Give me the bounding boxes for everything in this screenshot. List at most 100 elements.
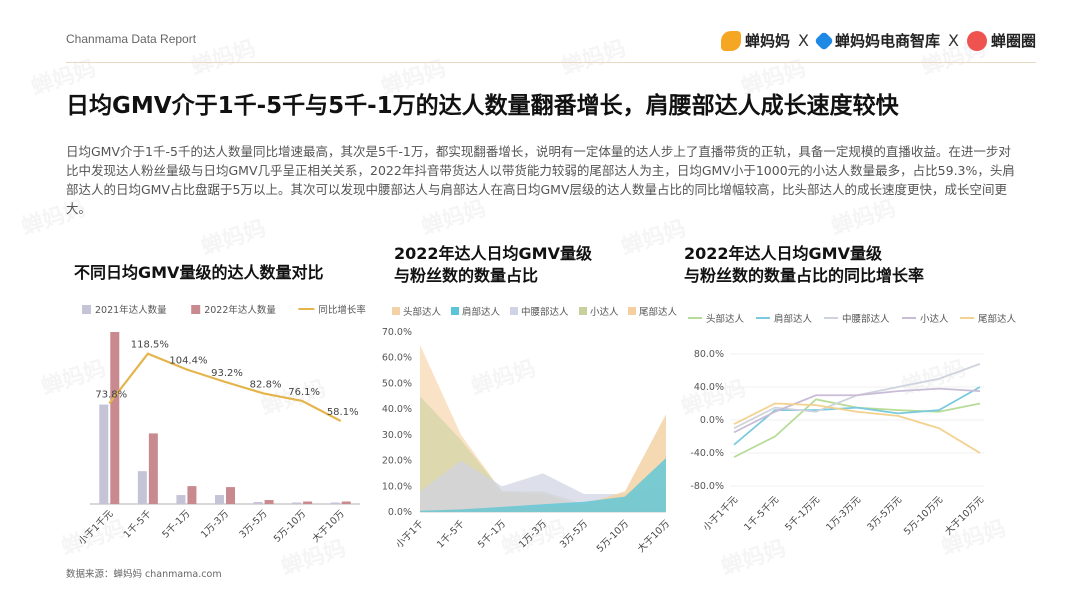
bar-2021 <box>292 502 302 504</box>
area-shoulder <box>420 458 666 512</box>
gmv-share-area-chart: 头部达人 肩部达人 中腰部达人 小达人 尾部达人 0.0% 10.0% 20.0% 30.0% 4… <box>382 306 678 555</box>
x-tick-label: 5万-10万元 <box>902 494 946 538</box>
y-tick-label: 40.0% <box>382 404 412 415</box>
x-tick-label: 3万-5万 <box>237 508 269 540</box>
bar-2021 <box>215 495 224 504</box>
legend-swatch <box>82 305 91 314</box>
legend-label: 头部达人 <box>706 313 745 325</box>
legend-swatch <box>628 307 636 315</box>
chart2-title-line1: 2022年达人日均GMV量级 <box>394 244 592 263</box>
watermark-text: 蝉妈妈 <box>557 31 630 82</box>
y-tick-label: 0.0% <box>700 415 724 426</box>
x-tick-label: 5千-1万 <box>160 508 192 540</box>
x-tick-label: 大于10万元 <box>942 493 986 537</box>
y-tick-label: 50.0% <box>382 378 412 389</box>
watermark-text: 蝉妈妈 <box>187 31 260 82</box>
chart3-title-line1: 2022年达人日均GMV量级 <box>684 244 882 263</box>
summary-paragraph: 日均GMV介于1千-5千的达人数量同比增速最高，其次是5千-1万，都实现翻番增长… <box>66 144 1015 216</box>
legend-swatch <box>451 307 459 315</box>
x-tick-label: 5万-10万 <box>272 508 308 544</box>
legend-swatch <box>392 307 400 315</box>
x-tick-label: 5千-1万元 <box>783 494 822 533</box>
chanmama-logo-icon <box>721 30 742 51</box>
x-tick-label: 1万-3万 <box>517 518 549 550</box>
growth-line <box>108 352 342 422</box>
growth-data-label: 82.8% <box>250 379 282 390</box>
bar-2021 <box>176 495 186 504</box>
chart2-title-line2: 与粉丝数的数量占比 <box>394 266 539 285</box>
think-tank-logo-icon <box>814 30 834 51</box>
growth-data-label: 58.1% <box>327 407 359 418</box>
y-tick-label: 20.0% <box>382 456 412 467</box>
legend-label: 肩部达人 <box>462 306 501 318</box>
line-tail <box>733 402 981 454</box>
growth-data-label: 118.5% <box>131 340 169 351</box>
report-name: Chanmama Data Report <box>66 32 197 46</box>
brand-separator: X <box>948 31 959 50</box>
x-tick-label: 大于10万 <box>310 508 347 545</box>
x-tick-label: 5千-1万 <box>476 518 508 550</box>
page-title: 日均GMV介于1千-5千与5千-1万的达人数量翻番增长，肩腰部达人成长速度较快 <box>66 93 899 119</box>
growth-data-label: 104.4% <box>169 355 207 366</box>
legend-label: 肩部达人 <box>774 313 813 325</box>
x-tick-label: 3万-5万 <box>558 518 590 550</box>
brand-think-tank: 蝉妈妈电商智库 <box>814 30 941 51</box>
line-shoulder <box>733 386 981 446</box>
x-tick-label: 1万-3万 <box>199 508 231 540</box>
x-tick-label: 小于1千元 <box>76 508 115 547</box>
brand-row: 蝉妈妈 X 蝉妈妈电商智库 X 蝉圈圈 <box>721 30 1036 51</box>
x-tick-label: 小于1千 <box>394 518 427 551</box>
brand-chanquanquan: 蝉圈圈 <box>966 30 1036 51</box>
brand-chanquanquan-label: 蝉圈圈 <box>990 32 1036 50</box>
y-tick-label: -80.0% <box>690 481 724 492</box>
legend-label: 尾部达人 <box>978 313 1017 325</box>
x-tick-label: 1万-3万元 <box>824 494 863 533</box>
x-tick-label: 5万-10万 <box>595 518 631 554</box>
y-tick-label: 40.0% <box>694 382 724 393</box>
y-tick-label: 80.0% <box>694 349 724 360</box>
x-tick-label: 1千-5千 <box>122 508 155 541</box>
bar-2022 <box>264 500 274 504</box>
growth-data-label: 76.1% <box>288 387 320 398</box>
legend-swatch <box>579 307 587 315</box>
legend-label: 尾部达人 <box>639 306 678 318</box>
growth-data-label: 93.2% <box>211 368 243 379</box>
chanquanquan-logo-icon <box>966 30 987 51</box>
bar-2021 <box>253 502 263 504</box>
bar-2022 <box>341 501 351 504</box>
y-tick-label: 10.0% <box>382 481 412 492</box>
bar-2022 <box>187 486 197 504</box>
growth-data-label: 73.8% <box>95 389 127 400</box>
legend-label: 小达人 <box>920 313 949 325</box>
y-tick-label: 70.0% <box>382 327 412 338</box>
y-tick-label: 30.0% <box>382 430 412 441</box>
bar-2022 <box>303 501 313 504</box>
data-source: 数据来源：蝉妈妈 chanmama.com <box>66 569 222 580</box>
legend-label: 同比增长率 <box>318 304 366 316</box>
brand-think-tank-label: 蝉妈妈电商智库 <box>835 32 941 50</box>
x-tick-label: 1千-5千元 <box>742 494 781 533</box>
legend-label: 中腰部达人 <box>842 313 890 325</box>
bar-2022 <box>148 433 158 504</box>
chart1-title: 不同日均GMV量级的达人数量对比 <box>74 263 324 282</box>
header-divider <box>66 62 1036 63</box>
watermark-text: 蝉妈妈 <box>197 211 270 262</box>
x-tick-label: 3万-5万元 <box>865 494 904 533</box>
y-tick-label: 60.0% <box>382 353 412 364</box>
x-tick-label: 小于1千元 <box>701 494 740 533</box>
x-tick-label: 1千-5千 <box>435 518 468 551</box>
chart3-title: 2022年达人日均GMV量级 与粉丝数的数量占比的同比增长率 <box>684 243 984 287</box>
legend-label: 2022年达人数量 <box>204 304 276 316</box>
legend-label: 中腰部达人 <box>521 306 569 318</box>
brand-separator: X <box>798 31 809 50</box>
bar-2022 <box>110 332 120 504</box>
y-tick-label: 0.0% <box>388 507 412 518</box>
chart3-title-line2: 与粉丝数的数量占比的同比增长率 <box>684 266 925 285</box>
bar-2021 <box>99 404 109 504</box>
legend-label: 头部达人 <box>403 306 442 318</box>
y-tick-label: -40.0% <box>690 448 724 459</box>
bar-2021 <box>137 471 147 504</box>
chart2-title: 2022年达人日均GMV量级 与粉丝数的数量占比 <box>394 243 644 287</box>
legend-swatch <box>510 307 518 315</box>
